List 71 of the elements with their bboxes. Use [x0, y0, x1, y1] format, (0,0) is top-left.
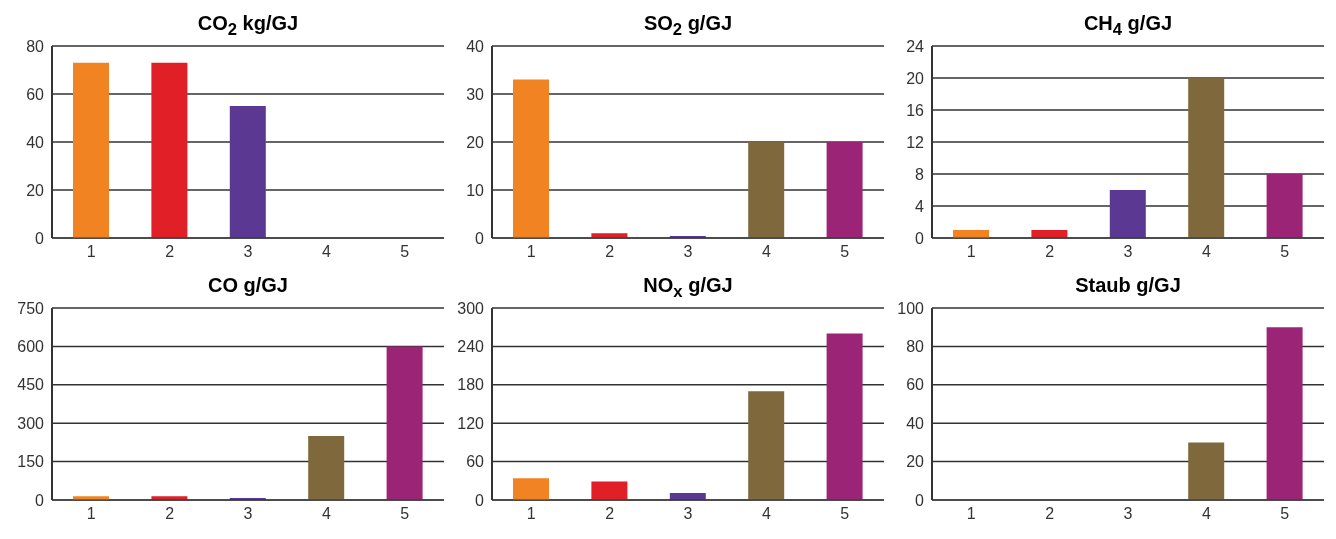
x-tick-label: 3: [1123, 505, 1133, 523]
y-tick-label: 100: [897, 299, 925, 317]
y-tick-label: 60: [906, 376, 925, 394]
x-tick-label: 3: [683, 243, 693, 261]
x-tick-label: 5: [840, 505, 850, 523]
x-tick-label: 1: [86, 243, 96, 261]
y-tick-label: 30: [466, 85, 485, 103]
x-tick-label: 2: [605, 505, 615, 523]
y-tick-label: 600: [17, 338, 45, 356]
y-tick-label: 16: [906, 101, 925, 119]
y-tick-label: 20: [26, 181, 45, 199]
y-tick-label: 40: [466, 37, 485, 55]
chart-title: SO$_{2}$ g/GJ: [642, 11, 734, 39]
y-tick-label: 0: [475, 491, 485, 509]
x-tick-label: 2: [165, 243, 175, 261]
y-tick-label: 8: [915, 165, 925, 183]
y-tick-label: 80: [26, 37, 45, 55]
x-tick-label: 4: [1201, 505, 1211, 523]
y-tick-label: 12: [906, 133, 925, 151]
x-tick-label: 2: [1045, 505, 1055, 523]
x-tick-label: 2: [165, 505, 175, 523]
y-tick-label: 40: [26, 133, 45, 151]
x-tick-label: 4: [321, 505, 331, 523]
y-tick-label: 0: [475, 229, 485, 247]
y-tick-label: 60: [26, 85, 45, 103]
x-tick-label: 2: [605, 243, 615, 261]
y-tick-label: 240: [457, 338, 485, 356]
x-tick-label: 4: [321, 243, 331, 261]
y-tick-label: 10: [466, 181, 485, 199]
y-tick-label: 4: [915, 197, 925, 215]
y-tick-label: 20: [466, 133, 485, 151]
y-tick-label: 24: [906, 37, 925, 55]
chart-title: Staub g/GJ: [1074, 273, 1182, 298]
x-tick-label: 1: [966, 243, 976, 261]
x-tick-label: 2: [1045, 243, 1055, 261]
y-tick-label: 80: [906, 338, 925, 356]
x-tick-label: 5: [1280, 243, 1290, 261]
y-tick-label: 120: [457, 414, 485, 432]
y-tick-label: 300: [17, 414, 45, 432]
x-tick-label: 1: [526, 505, 536, 523]
chart-title: CO g/GJ: [207, 273, 289, 298]
x-tick-label: 3: [683, 505, 693, 523]
y-tick-label: 0: [915, 229, 925, 247]
y-tick-label: 0: [35, 491, 45, 509]
x-tick-label: 3: [243, 243, 253, 261]
x-tick-label: 5: [840, 243, 850, 261]
x-tick-label: 4: [1201, 243, 1211, 261]
x-tick-label: 1: [526, 243, 536, 261]
x-tick-label: 4: [761, 243, 771, 261]
chart-title: NO$_{x}$ g/GJ: [642, 273, 734, 301]
y-tick-label: 750: [17, 299, 45, 317]
y-tick-label: 150: [17, 453, 45, 471]
y-tick-label: 450: [17, 376, 45, 394]
y-tick-label: 0: [915, 491, 925, 509]
x-tick-label: 5: [400, 505, 410, 523]
y-tick-label: 180: [457, 376, 485, 394]
x-tick-label: 4: [761, 505, 771, 523]
y-tick-label: 20: [906, 69, 925, 87]
y-tick-label: 40: [906, 414, 925, 432]
y-tick-label: 300: [457, 299, 485, 317]
x-tick-label: 3: [243, 505, 253, 523]
y-tick-label: 60: [466, 453, 485, 471]
y-tick-label: 20: [906, 453, 925, 471]
x-tick-label: 1: [86, 505, 96, 523]
chart-title: CH$_{4}$ g/GJ: [1082, 11, 1174, 39]
x-tick-label: 5: [400, 243, 410, 261]
chart-title: CO$_{2}$ kg/GJ: [196, 11, 300, 39]
x-tick-label: 3: [1123, 243, 1133, 261]
x-tick-label: 5: [1280, 505, 1290, 523]
x-tick-label: 1: [966, 505, 976, 523]
y-tick-label: 0: [35, 229, 45, 247]
